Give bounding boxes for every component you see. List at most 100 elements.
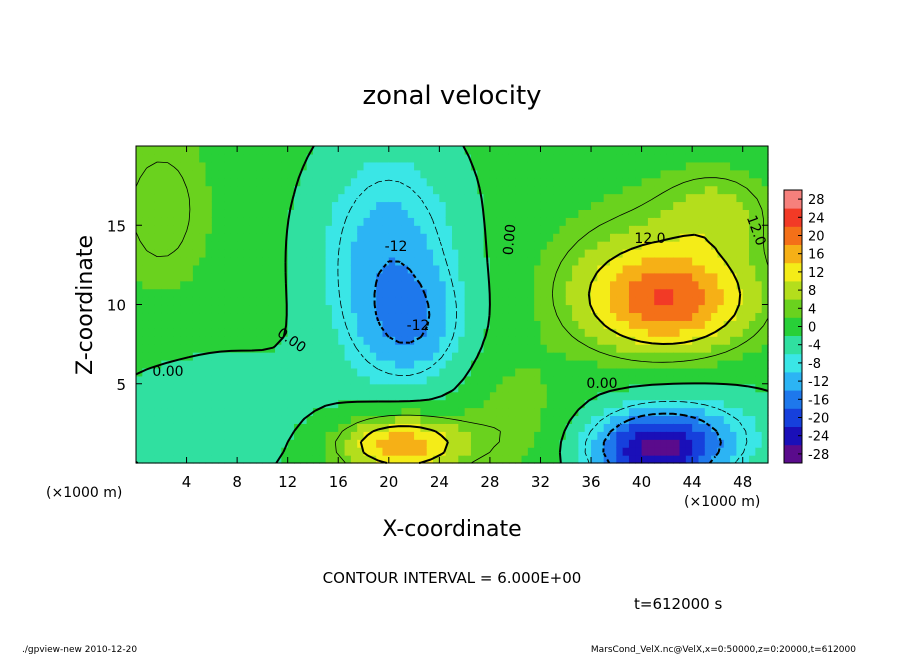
field-cell	[755, 328, 763, 337]
field-cell	[749, 312, 756, 321]
field-cell	[692, 288, 700, 298]
field-cell	[211, 367, 219, 377]
field-cell	[230, 312, 238, 321]
field-cell	[142, 320, 150, 329]
field-cell	[192, 431, 200, 440]
contour-lines	[135, 145, 769, 464]
field-cell	[673, 249, 681, 258]
field-cell	[275, 169, 282, 179]
field-cell	[154, 256, 162, 266]
field-cell	[730, 367, 737, 377]
field-cell	[692, 185, 700, 195]
field-cell	[616, 177, 624, 187]
field-cell	[711, 391, 719, 401]
field-cell	[363, 352, 371, 361]
field-cell	[736, 161, 744, 171]
field-cell	[294, 320, 301, 329]
field-cell	[565, 367, 573, 377]
field-cell	[230, 336, 238, 345]
field-cell	[565, 217, 573, 226]
field-cell	[736, 399, 744, 409]
field-cell	[635, 193, 643, 203]
field-cell	[180, 312, 188, 321]
field-cell	[540, 447, 548, 456]
field-cell	[312, 146, 320, 155]
field-cell	[319, 352, 327, 361]
field-cell	[711, 256, 719, 266]
field-cell	[761, 280, 769, 290]
field-cell	[647, 423, 655, 432]
field-cell	[553, 185, 561, 195]
field-cell	[654, 177, 662, 187]
field-cell	[515, 217, 523, 226]
field-cell	[319, 399, 327, 409]
field-cell	[730, 217, 737, 226]
field-cell	[281, 169, 289, 179]
field-cell	[742, 375, 750, 385]
field-cell	[584, 415, 592, 424]
field-cell	[496, 169, 504, 179]
field-cell	[376, 296, 384, 306]
field-cell	[395, 280, 403, 290]
field-cell	[591, 209, 598, 218]
field-cell	[660, 352, 668, 361]
field-cell	[230, 256, 238, 266]
field-cell	[616, 256, 624, 266]
field-cell	[395, 423, 403, 432]
field-cell	[192, 177, 200, 187]
field-cell	[186, 161, 194, 171]
field-cell	[761, 209, 769, 218]
field-cell	[136, 415, 143, 424]
field-cell	[540, 280, 548, 290]
field-cell	[647, 344, 655, 353]
field-cell	[192, 455, 200, 464]
colorbar-segment	[784, 262, 802, 282]
field-cell	[622, 272, 630, 282]
field-cell	[679, 280, 687, 290]
field-cell	[685, 225, 693, 234]
field-cell	[420, 344, 428, 353]
colorbar-label: 4	[808, 302, 816, 317]
field-cell	[363, 272, 371, 282]
field-cell	[711, 272, 719, 282]
field-cell	[407, 399, 415, 409]
field-cell	[161, 153, 169, 163]
field-cell	[464, 288, 472, 298]
field-cell	[249, 367, 257, 377]
field-cell	[508, 161, 516, 171]
field-cell	[300, 336, 308, 345]
field-cell	[154, 328, 162, 337]
field-cell	[527, 249, 535, 258]
field-cell	[338, 344, 346, 353]
field-cell	[243, 280, 251, 290]
field-cell	[312, 288, 320, 298]
field-cell	[546, 249, 554, 258]
field-cell	[167, 304, 175, 314]
field-cell	[243, 320, 251, 329]
field-cell	[660, 209, 668, 218]
field-cell	[692, 241, 700, 250]
field-cell	[591, 225, 598, 234]
field-cell	[401, 423, 409, 432]
field-cell	[218, 185, 226, 195]
field-cell	[559, 344, 567, 353]
field-cell	[262, 296, 270, 306]
field-cell	[515, 153, 523, 163]
field-cell	[597, 312, 605, 321]
field-cell	[142, 288, 150, 298]
field-cell	[527, 201, 535, 210]
field-cell	[331, 272, 339, 282]
field-cell	[660, 264, 668, 274]
field-cell	[243, 256, 251, 266]
field-cell	[433, 431, 440, 440]
field-cell	[395, 415, 403, 424]
field-cell	[199, 439, 207, 448]
field-cell	[496, 153, 504, 163]
field-cell	[357, 233, 365, 242]
field-cell	[445, 185, 453, 195]
field-cell	[742, 209, 750, 218]
field-cell	[711, 375, 719, 385]
field-cell	[704, 272, 712, 282]
field-cell	[376, 288, 384, 298]
field-cell	[622, 447, 630, 456]
